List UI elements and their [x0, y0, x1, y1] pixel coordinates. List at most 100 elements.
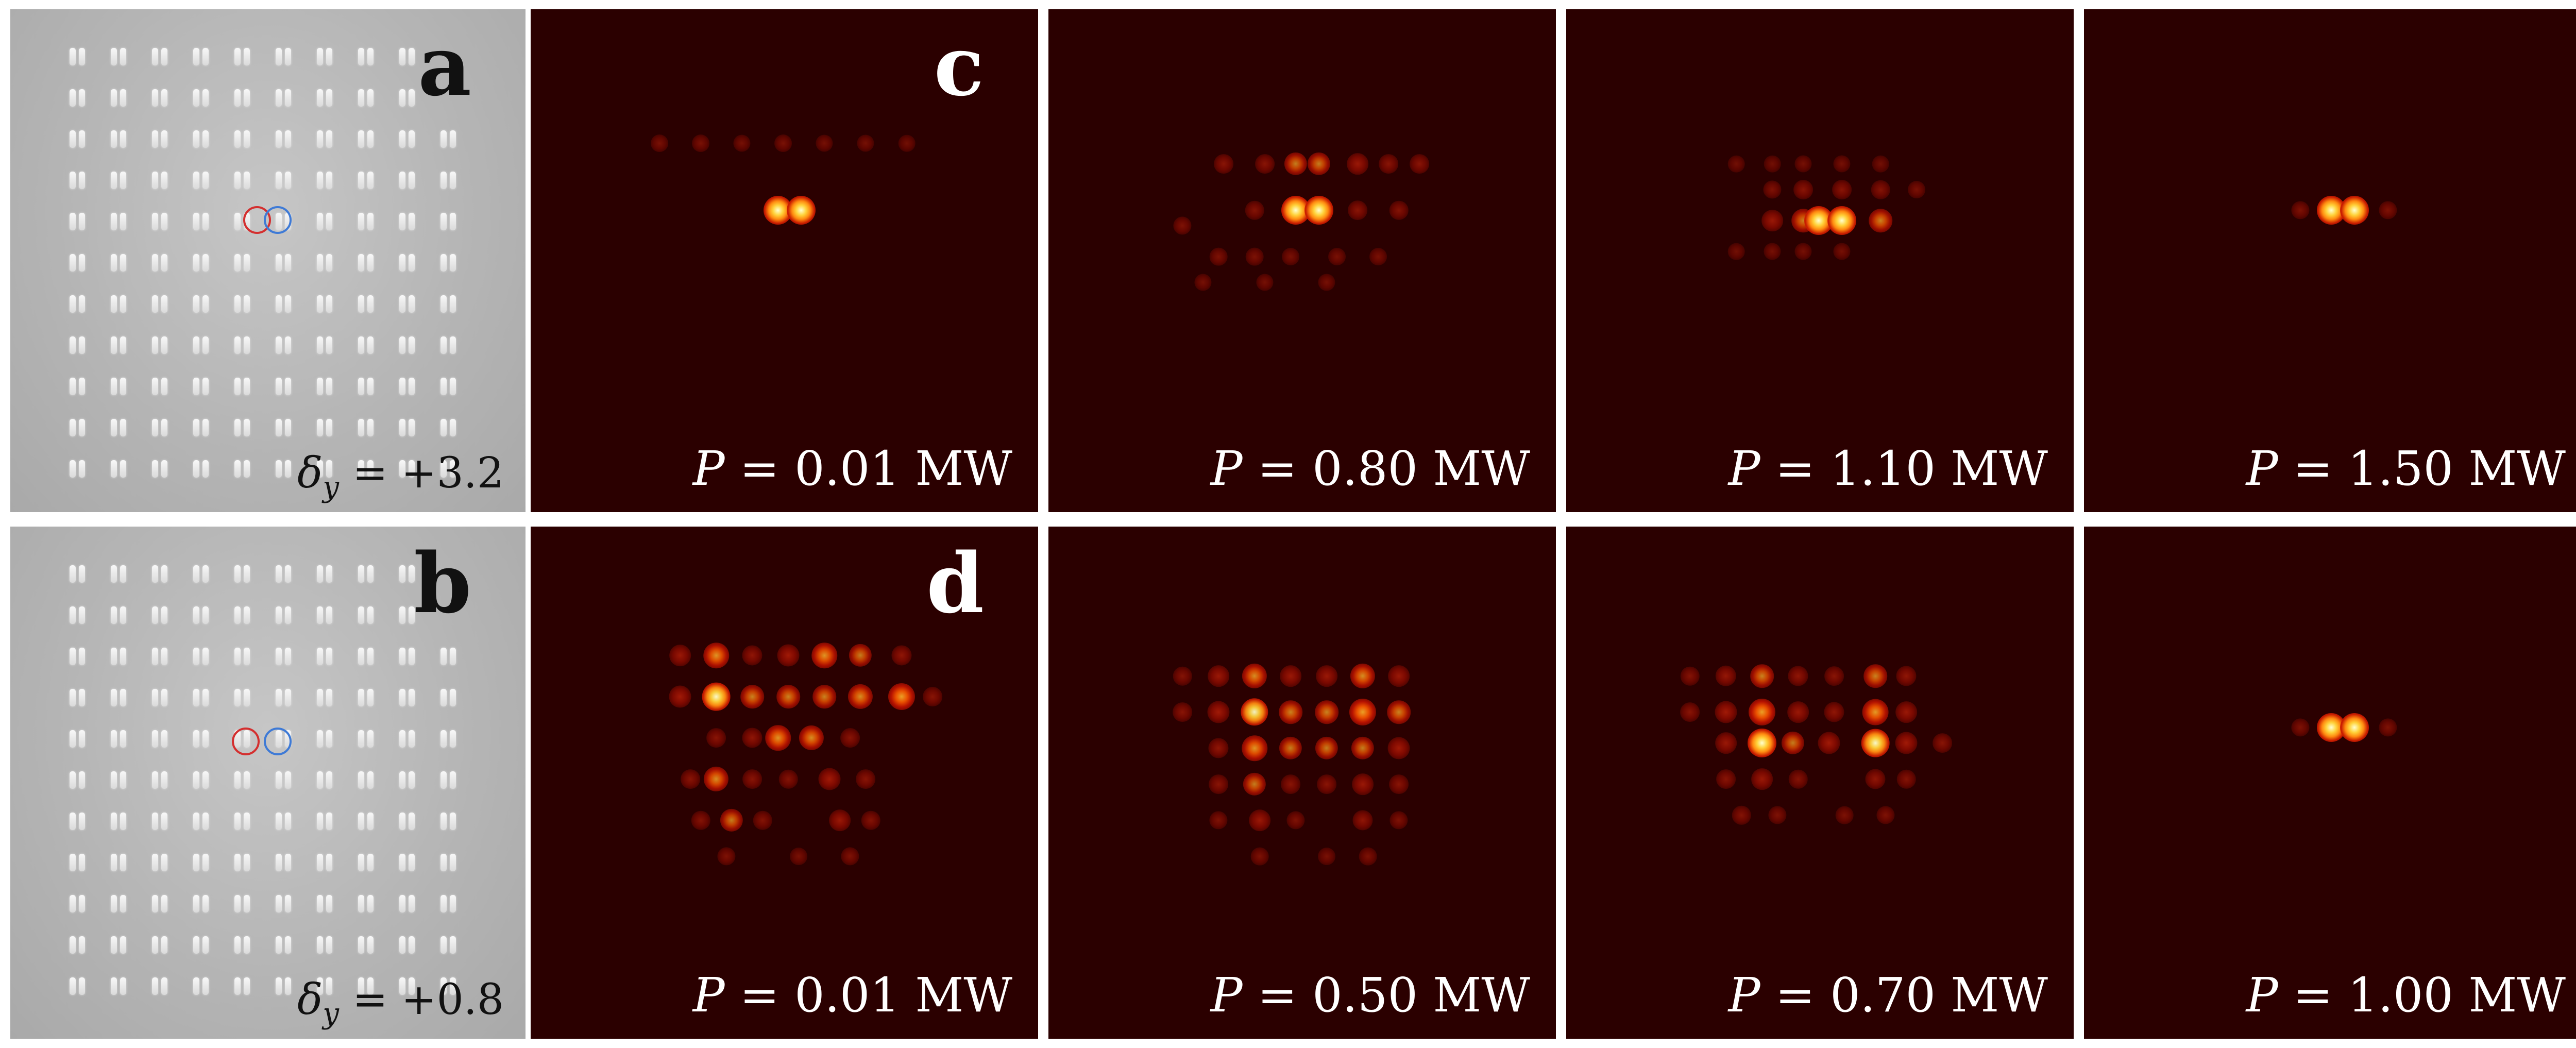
intensity-spot	[1209, 811, 1228, 830]
waveguide-pillar	[193, 254, 199, 272]
intensity-spot	[1751, 768, 1773, 790]
waveguide-pillar	[161, 254, 167, 272]
waveguide-pillar	[358, 172, 364, 189]
waveguide-pillar	[367, 730, 374, 748]
waveguide-pillar	[79, 689, 85, 706]
waveguide-pillar	[234, 460, 241, 478]
intensity-spot	[2291, 718, 2310, 737]
intensity-pattern	[2084, 9, 2576, 512]
waveguide-pillar	[234, 254, 241, 272]
waveguide-pillar	[152, 89, 158, 107]
intensity-spot	[888, 683, 916, 711]
waveguide-pillar	[358, 254, 364, 272]
waveguide-pillar	[79, 936, 85, 954]
waveguide-pillar	[161, 648, 167, 665]
waveguide-pillar	[450, 895, 456, 912]
waveguide-pillar	[70, 254, 76, 272]
waveguide-pillar	[276, 895, 282, 912]
waveguide-pillar	[285, 977, 291, 995]
waveguide-pillar	[409, 771, 415, 789]
waveguide-pillar	[399, 730, 405, 748]
waveguide-pillar	[317, 977, 323, 995]
waveguide-pillar	[111, 813, 117, 830]
waveguide-pillar	[244, 378, 250, 395]
waveguide-pillar	[79, 419, 85, 436]
waveguide-pillar	[70, 771, 76, 789]
intensity-spot	[1895, 701, 1917, 723]
waveguide-pillar	[161, 606, 167, 624]
waveguide-pillar	[111, 689, 117, 706]
waveguide-pillar	[193, 813, 199, 830]
intensity-spot	[1245, 200, 1264, 220]
waveguide-pillar	[193, 606, 199, 624]
waveguide-pillar	[317, 213, 323, 230]
intensity-spot	[1315, 700, 1338, 724]
intensity-spot	[1242, 735, 1267, 761]
waveguide-pillar	[79, 813, 85, 830]
waveguide-pillar	[326, 813, 332, 830]
waveguide-pillar	[111, 295, 117, 313]
waveguide-pillar	[409, 419, 415, 436]
intensity-pattern	[1048, 527, 1556, 1039]
waveguide-pillar	[399, 213, 405, 230]
waveguide-pillar	[193, 378, 199, 395]
waveguide-pillar	[70, 460, 76, 478]
intensity-spot	[1255, 154, 1275, 174]
waveguide-pillar	[440, 172, 447, 189]
intensity-spot	[1282, 248, 1299, 265]
intensity-spot	[1680, 666, 1700, 686]
power-label: P = 0.80 MW	[1210, 441, 1530, 496]
waveguide-pillar	[152, 730, 158, 748]
waveguide-pillar	[326, 854, 332, 871]
intensity-spot	[776, 685, 800, 708]
waveguide-pillar	[285, 813, 291, 830]
intensity-spot	[1794, 243, 1812, 260]
waveguide-pillar	[276, 419, 282, 436]
waveguide-pillar	[79, 854, 85, 871]
waveguide-pillar	[111, 854, 117, 871]
waveguide-pillar	[440, 130, 447, 148]
waveguide-pillar	[409, 172, 415, 189]
intensity-spot	[857, 134, 874, 152]
waveguide-pillar	[120, 336, 126, 354]
intensity-spot	[1389, 811, 1408, 830]
intensity-spot	[692, 134, 709, 152]
panel-c-frame-2: P = 0.80 MW	[1048, 9, 1556, 512]
waveguide-pillar	[79, 89, 85, 107]
waveguide-pillar	[152, 813, 158, 830]
waveguide-pillar	[399, 89, 405, 107]
waveguide-pillar	[440, 977, 447, 995]
waveguide-pillar	[120, 254, 126, 272]
waveguide-pillar	[326, 689, 332, 706]
intensity-spot	[1896, 769, 1916, 789]
waveguide-pillar	[285, 172, 291, 189]
waveguide-pillar	[358, 936, 364, 954]
intensity-spot	[790, 848, 807, 865]
waveguide-pillar	[79, 460, 85, 478]
waveguide-pillar	[152, 254, 158, 272]
waveguide-pillar	[202, 689, 209, 706]
waveguide-pillar	[111, 771, 117, 789]
waveguide-pillar	[367, 336, 374, 354]
waveguide-pillar	[285, 648, 291, 665]
excited-waveguide-marker-blue	[264, 728, 292, 755]
waveguide-pillar	[234, 813, 241, 830]
waveguide-pillar	[202, 213, 209, 230]
waveguide-pillar	[358, 295, 364, 313]
waveguide-pillar	[70, 48, 76, 65]
panel-a-micrograph: a δy = +3.2	[10, 9, 526, 512]
waveguide-pillar	[244, 565, 250, 583]
waveguide-pillar	[111, 130, 117, 148]
intensity-spot	[1787, 701, 1809, 723]
waveguide-pillar	[358, 606, 364, 624]
waveguide-pillar	[317, 460, 323, 478]
waveguide-pillar	[161, 172, 167, 189]
waveguide-pillar	[450, 419, 456, 436]
waveguide-pillar	[244, 606, 250, 624]
intensity-spot	[1379, 154, 1398, 174]
panel-c-frame-3: P = 1.10 MW	[1566, 9, 2074, 512]
waveguide-pillar	[317, 606, 323, 624]
waveguide-pillar	[79, 977, 85, 995]
intensity-spot	[1732, 805, 1751, 825]
waveguide-pillar	[285, 460, 291, 478]
